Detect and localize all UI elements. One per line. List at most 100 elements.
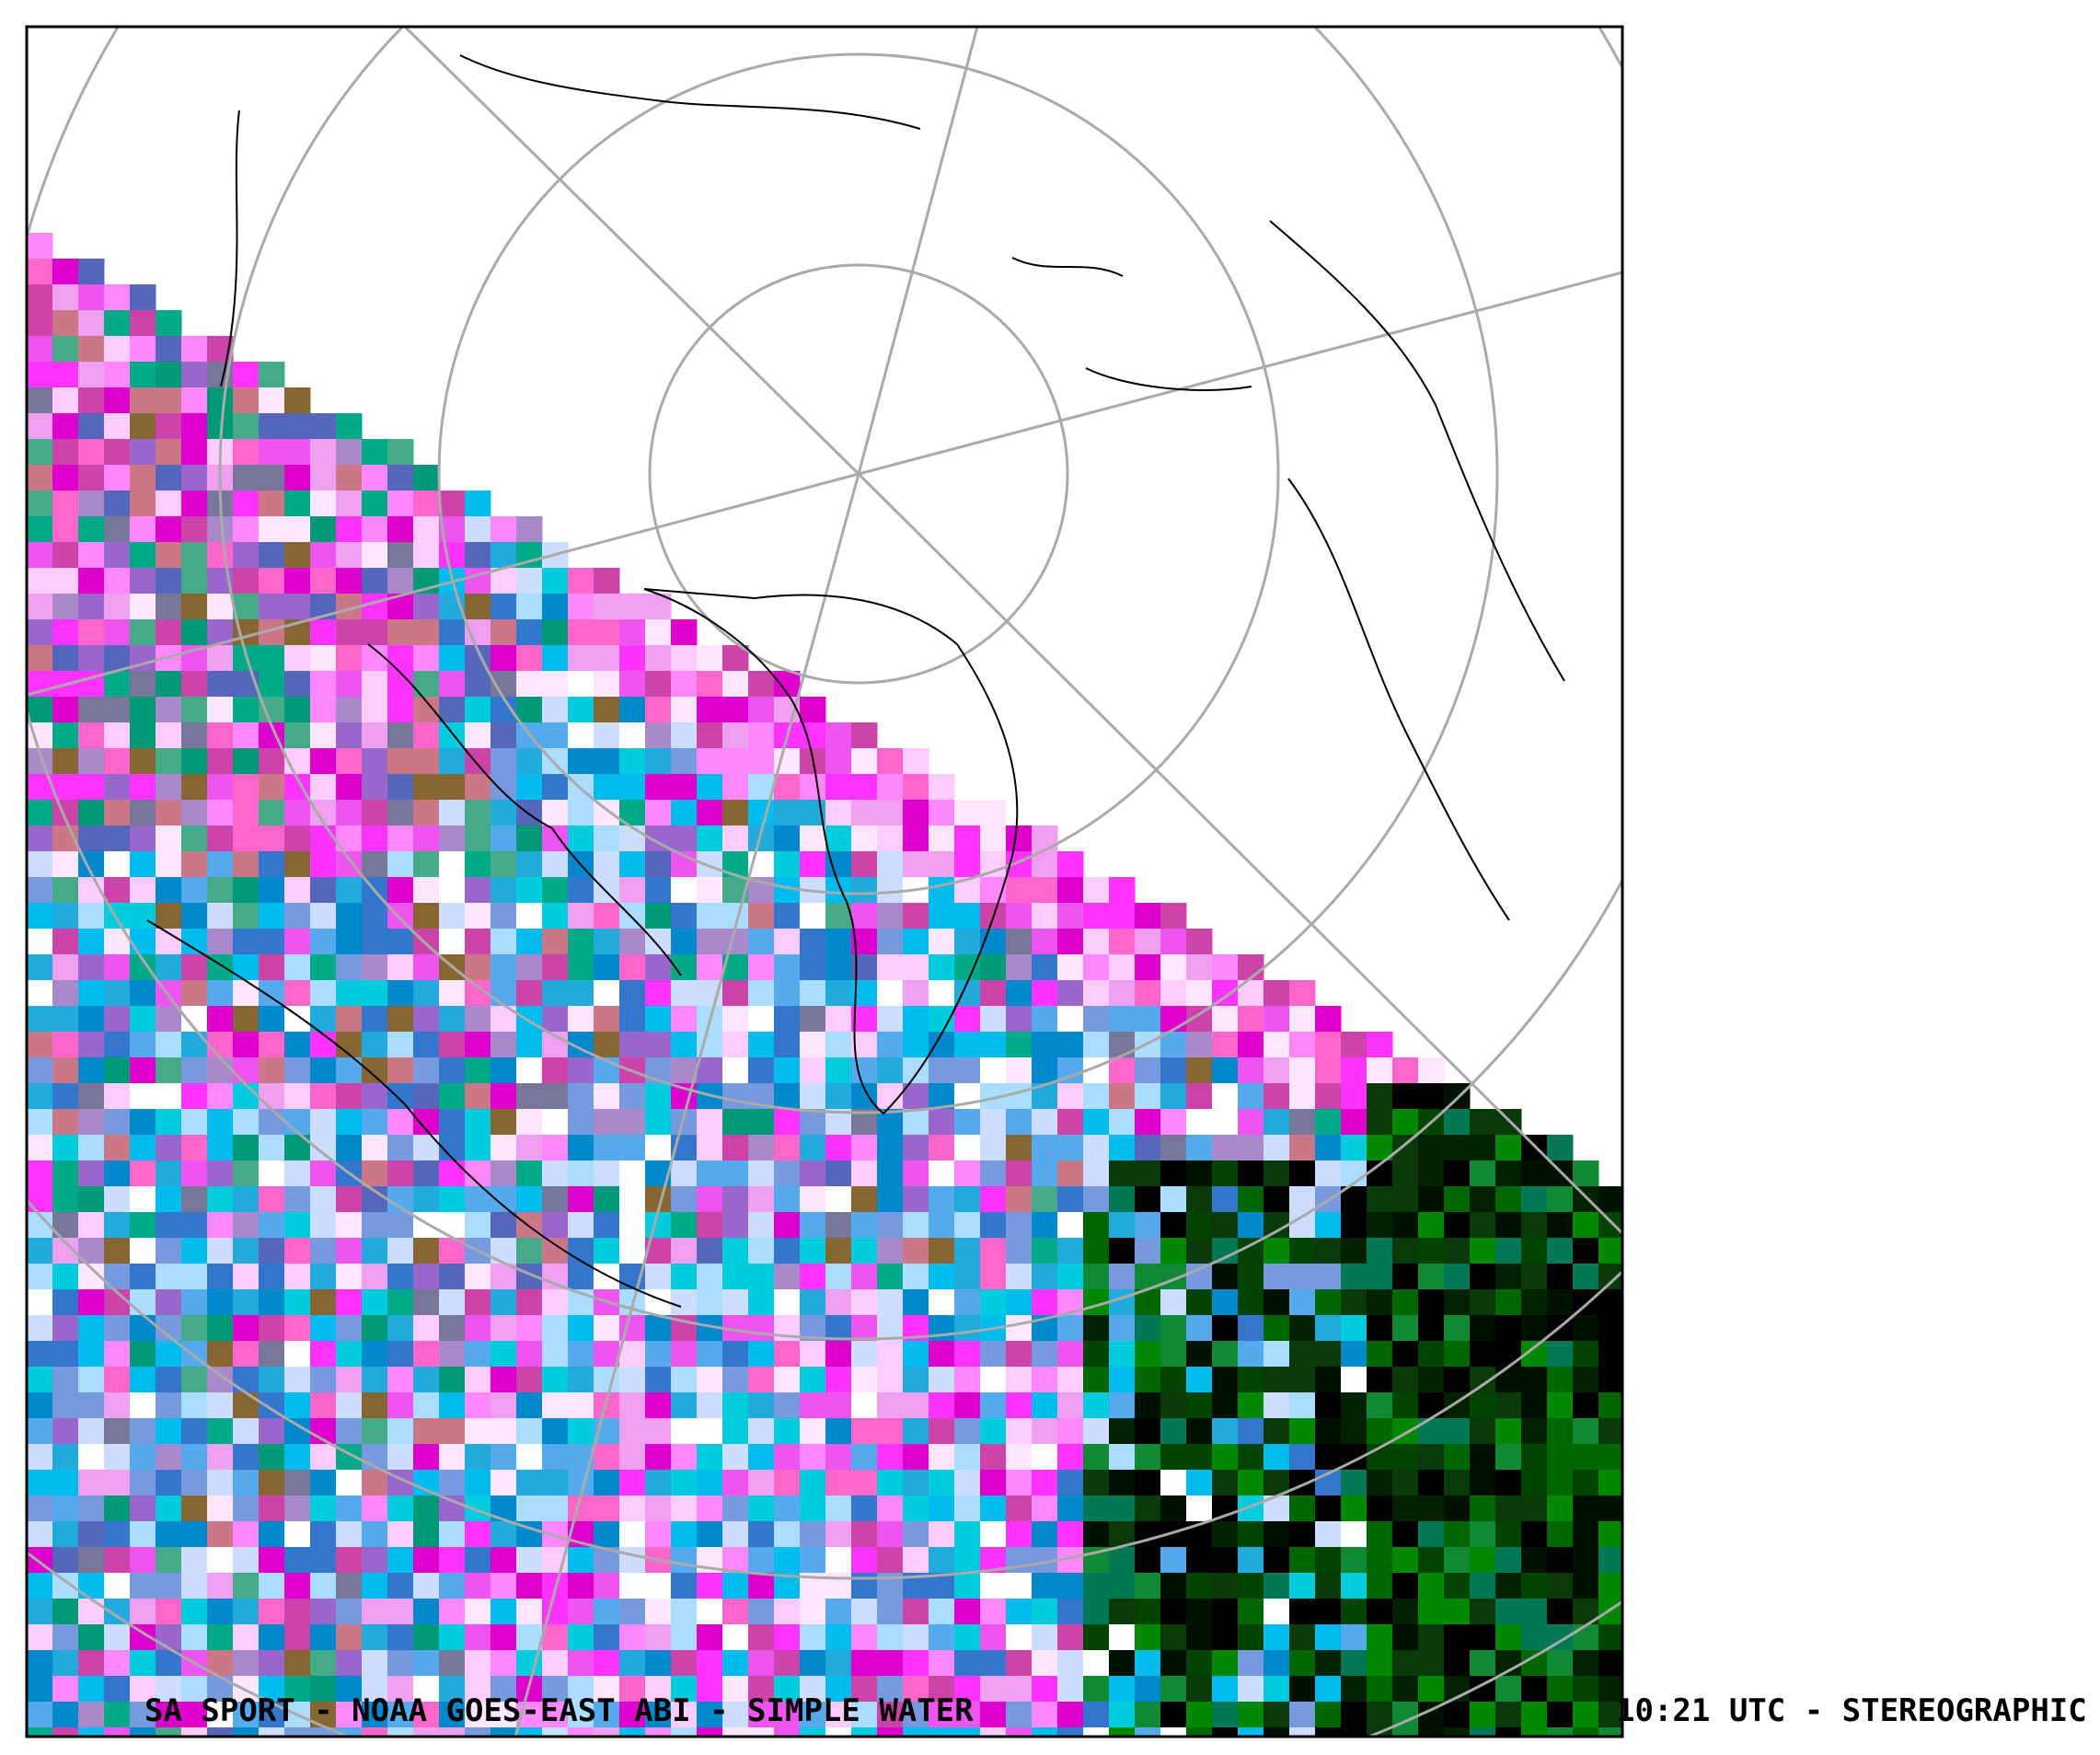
pixel xyxy=(104,722,131,749)
pixel xyxy=(1032,1573,1058,1599)
pixel xyxy=(903,1367,929,1393)
pixel xyxy=(259,439,285,466)
pixel xyxy=(1315,1160,1342,1187)
pixel xyxy=(800,1367,826,1393)
pixel xyxy=(1598,1650,1622,1677)
pixel xyxy=(1057,1341,1084,1368)
pixel xyxy=(310,851,337,878)
pixel xyxy=(619,697,646,723)
pixel xyxy=(748,1573,775,1599)
pixel xyxy=(207,1212,234,1239)
pixel xyxy=(568,697,594,723)
meridian xyxy=(858,271,1622,476)
pixel xyxy=(181,1186,208,1213)
pixel xyxy=(387,1367,414,1393)
pixel xyxy=(78,1315,105,1342)
pixel xyxy=(465,1032,491,1058)
pixel xyxy=(851,1160,878,1187)
pixel xyxy=(439,1521,466,1548)
pixel xyxy=(52,645,79,672)
pixel xyxy=(748,1624,775,1651)
pixel xyxy=(1495,1727,1522,1737)
pixel xyxy=(980,1573,1007,1599)
coastlines xyxy=(146,54,1565,1308)
pixel xyxy=(439,697,466,723)
pixel xyxy=(903,1135,929,1161)
pixel xyxy=(413,1547,440,1574)
pixel xyxy=(362,851,388,878)
pixel xyxy=(233,516,260,543)
pixel xyxy=(78,1057,105,1084)
pixel xyxy=(1212,1573,1239,1599)
pixel xyxy=(542,1392,569,1419)
pixel xyxy=(207,722,234,749)
pixel xyxy=(954,1006,981,1033)
pixel xyxy=(1341,1676,1367,1703)
pixel xyxy=(929,1495,955,1522)
pixel xyxy=(1598,1676,1622,1703)
pixel xyxy=(594,697,620,723)
pixel xyxy=(877,903,904,929)
pixel xyxy=(748,800,775,826)
pixel xyxy=(259,1727,285,1737)
pixel xyxy=(594,1083,620,1110)
pixel xyxy=(78,516,105,543)
pixel xyxy=(52,1083,79,1110)
pixel xyxy=(259,1264,285,1290)
pixel xyxy=(490,1702,517,1728)
pixel xyxy=(52,619,79,646)
pixel xyxy=(1392,1160,1419,1187)
pixel xyxy=(1521,1702,1548,1728)
pixel xyxy=(1238,1573,1264,1599)
pixel xyxy=(181,1676,208,1703)
pixel xyxy=(671,1521,698,1548)
pixel xyxy=(645,903,672,929)
pixel xyxy=(207,1573,234,1599)
pixel xyxy=(1418,1547,1445,1574)
pixel xyxy=(671,929,698,955)
pixel xyxy=(104,542,131,569)
pixel xyxy=(954,1135,981,1161)
pixel xyxy=(284,1315,311,1342)
pixel xyxy=(568,1573,594,1599)
pixel xyxy=(1341,1032,1367,1058)
pixel xyxy=(1032,980,1058,1007)
pixel xyxy=(27,1624,53,1651)
pixel xyxy=(439,1444,466,1471)
pixel xyxy=(825,1057,852,1084)
pixel xyxy=(284,1289,311,1316)
pixel xyxy=(748,1238,775,1264)
pixel xyxy=(387,954,414,981)
pixel xyxy=(671,1444,698,1471)
pixel xyxy=(413,1495,440,1522)
pixel xyxy=(439,1109,466,1136)
pixel xyxy=(336,1521,363,1548)
pixel xyxy=(284,1392,311,1419)
pixel xyxy=(1341,1212,1367,1239)
pixel xyxy=(851,877,878,904)
pixel xyxy=(1547,1392,1574,1419)
pixel xyxy=(1418,1444,1445,1471)
pixel xyxy=(284,542,311,569)
pixel xyxy=(52,722,79,749)
pixel xyxy=(130,877,156,904)
pixel xyxy=(336,1573,363,1599)
pixel xyxy=(310,1547,337,1574)
pixel xyxy=(104,1057,131,1084)
pixel xyxy=(929,1032,955,1058)
pixel xyxy=(387,1083,414,1110)
pixel xyxy=(465,594,491,620)
pixel xyxy=(1109,1315,1136,1342)
pixel xyxy=(903,1032,929,1058)
pixel xyxy=(52,929,79,955)
pixel xyxy=(336,1109,363,1136)
latitude-circle xyxy=(27,1197,1622,1580)
pixel xyxy=(1573,1521,1599,1548)
pixel xyxy=(362,1702,388,1728)
pixel xyxy=(1057,1470,1084,1496)
pixel xyxy=(259,413,285,440)
pixel xyxy=(130,284,156,311)
pixel xyxy=(27,233,53,260)
pixel xyxy=(310,439,337,466)
pixel xyxy=(903,1521,929,1548)
